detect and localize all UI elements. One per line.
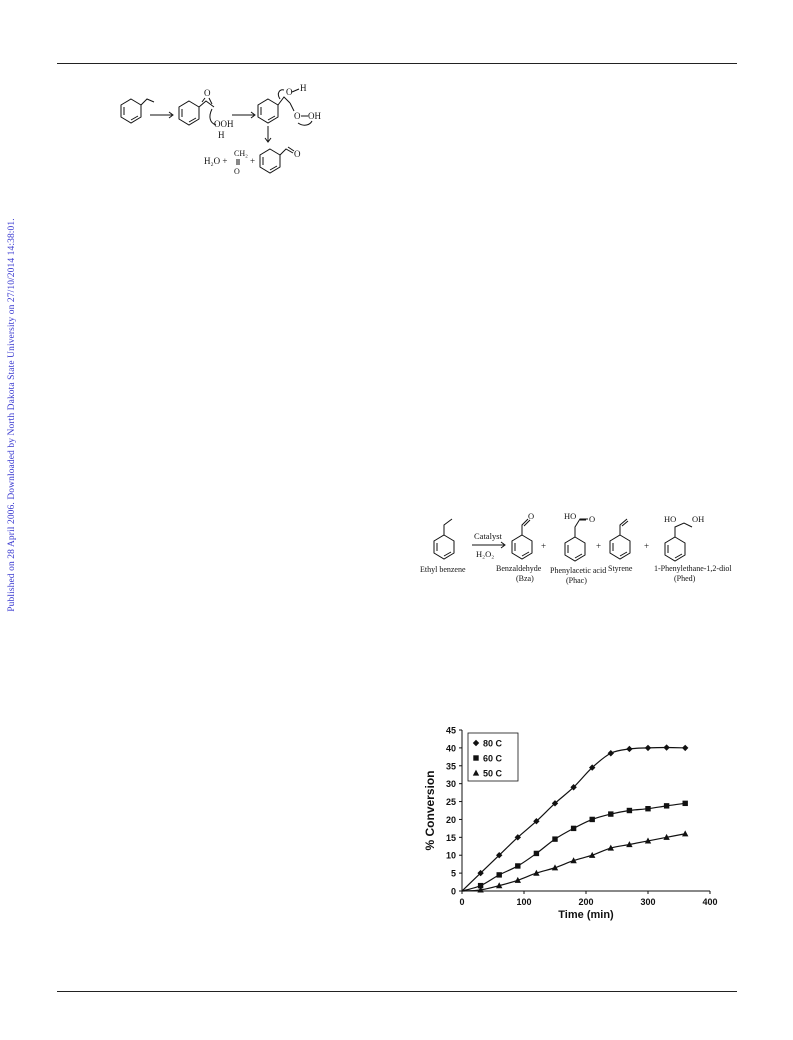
hydroperoxide-label: OOH bbox=[214, 119, 234, 129]
bza-ring bbox=[511, 534, 533, 560]
data-point bbox=[626, 807, 633, 814]
data-point bbox=[645, 806, 651, 812]
phed-abbr: (Phed) bbox=[674, 574, 696, 583]
reactant-label: Ethyl benzene bbox=[420, 565, 466, 574]
y-tick-label: 15 bbox=[446, 833, 456, 843]
data-point bbox=[570, 825, 577, 832]
data-point bbox=[477, 886, 484, 893]
chart-axes: 0 5 10 15 20 25 30 35 40 45 0 100 200 300 400 bbox=[446, 726, 718, 908]
download-watermark-text: Published on 28 April 2006. Downloaded b… bbox=[7, 218, 17, 612]
data-point bbox=[533, 869, 540, 876]
data-point bbox=[608, 811, 614, 817]
x-tick-label: 0 bbox=[459, 897, 464, 907]
mechanism-scheme: O OOH H O H O OH H₂O + CH₂ O + O bbox=[120, 83, 321, 176]
data-point bbox=[589, 816, 595, 823]
data-point bbox=[682, 744, 689, 752]
formaldehyde-oxygen: O bbox=[234, 167, 240, 176]
chart-legend: 80 C 60 C 50 C bbox=[467, 732, 519, 782]
data-point bbox=[551, 800, 559, 807]
legend-label: 80 C bbox=[483, 739, 503, 749]
data-point bbox=[514, 876, 521, 883]
ethylbenzene-ring bbox=[433, 534, 455, 560]
phac-ring bbox=[564, 536, 586, 562]
data-point bbox=[663, 803, 670, 809]
data-point bbox=[552, 836, 558, 842]
legend-label: 50 C bbox=[483, 769, 503, 779]
y-tick-label: 35 bbox=[446, 761, 456, 771]
styrene-name: Styrene bbox=[608, 564, 633, 573]
y-tick-label: 45 bbox=[446, 726, 456, 736]
conversion-chart: 0 5 10 15 20 25 30 35 40 45 0 100 200 300 400 80 C 60 C… bbox=[423, 726, 718, 922]
plus-3: + bbox=[644, 541, 649, 551]
data-point bbox=[589, 764, 596, 771]
data-point bbox=[644, 744, 652, 752]
data-point bbox=[607, 750, 614, 757]
data-point bbox=[644, 837, 652, 844]
data-point bbox=[570, 857, 577, 864]
legend-marker bbox=[473, 755, 479, 761]
y-tick-label: 20 bbox=[446, 815, 456, 825]
data-point bbox=[477, 882, 484, 889]
hydroxyl-oxygen: O bbox=[286, 87, 293, 97]
hydrogen-label: H bbox=[218, 130, 225, 140]
formaldehyde-ch2: CH₂ bbox=[234, 149, 248, 158]
x-tick-label: 300 bbox=[640, 897, 655, 907]
phac-name: Phenylacetic acid bbox=[550, 566, 606, 575]
data-point bbox=[663, 744, 670, 751]
legend-marker bbox=[472, 739, 480, 747]
y-tick-label: 5 bbox=[451, 869, 456, 879]
data-point bbox=[496, 882, 503, 889]
data-point bbox=[682, 830, 689, 837]
arrow-oxidant: H₂O₂ bbox=[476, 549, 494, 559]
data-point bbox=[626, 745, 633, 753]
arrow-catalyst: Catalyst bbox=[474, 531, 502, 541]
legend-label: 60 C bbox=[483, 754, 503, 764]
epoxide-oxygen: O bbox=[204, 88, 211, 98]
y-axis-label: % Conversion bbox=[423, 770, 437, 850]
phed-name: 1-Phenylethane-1,2-diol bbox=[654, 564, 732, 573]
x-tick-label: 200 bbox=[578, 897, 593, 907]
data-point bbox=[496, 872, 502, 878]
data-point bbox=[682, 800, 688, 807]
y-tick-label: 10 bbox=[446, 851, 456, 861]
phed-ring bbox=[664, 536, 686, 562]
legend-marker bbox=[472, 769, 480, 776]
styrene-product-ring bbox=[609, 534, 631, 560]
products-plus: + bbox=[250, 156, 255, 166]
bza-name: Benzaldehyde bbox=[496, 564, 542, 573]
data-point bbox=[607, 844, 614, 851]
y-tick-label: 25 bbox=[446, 797, 456, 807]
reaction-scheme: Ethyl benzene Catalyst H₂O₂ O Benzaldehy… bbox=[420, 511, 732, 585]
x-tick-label: 400 bbox=[702, 897, 717, 907]
peroxide-hydroxyl: OH bbox=[308, 111, 321, 121]
data-point bbox=[626, 841, 633, 848]
series-line bbox=[461, 802, 686, 892]
plus-1: + bbox=[541, 541, 546, 551]
y-tick-label: 40 bbox=[446, 743, 456, 753]
x-tick-label: 100 bbox=[516, 897, 531, 907]
benzaldehyde-oxygen: O bbox=[294, 149, 301, 159]
phed-hydroxyl-2: OH bbox=[692, 514, 704, 524]
data-point bbox=[663, 833, 670, 840]
data-point bbox=[589, 851, 596, 858]
footer-rule bbox=[57, 991, 737, 992]
data-point bbox=[533, 850, 540, 857]
header-rule bbox=[57, 63, 737, 64]
data-point bbox=[551, 864, 559, 871]
phac-abbr: (Phac) bbox=[566, 576, 587, 585]
x-axis-label: Time (min) bbox=[558, 909, 614, 921]
phac-oxygen: O bbox=[589, 514, 595, 524]
data-point bbox=[515, 863, 521, 869]
download-watermark: Published on 28 April 2006. Downloaded b… bbox=[0, 195, 24, 635]
hydroxyl-hydrogen: H bbox=[300, 83, 307, 93]
products-water: H₂O + bbox=[204, 156, 227, 166]
y-tick-label: 30 bbox=[446, 779, 456, 789]
phac-hydroxyl: HO bbox=[564, 511, 576, 521]
bza-oxygen: O bbox=[528, 511, 534, 521]
bza-abbr: (Bza) bbox=[516, 574, 534, 583]
phed-hydroxyl-1: HO bbox=[664, 514, 676, 524]
peroxide-oxygen: O bbox=[294, 111, 301, 121]
plus-2: + bbox=[596, 541, 601, 551]
y-tick-label: 0 bbox=[451, 887, 456, 897]
